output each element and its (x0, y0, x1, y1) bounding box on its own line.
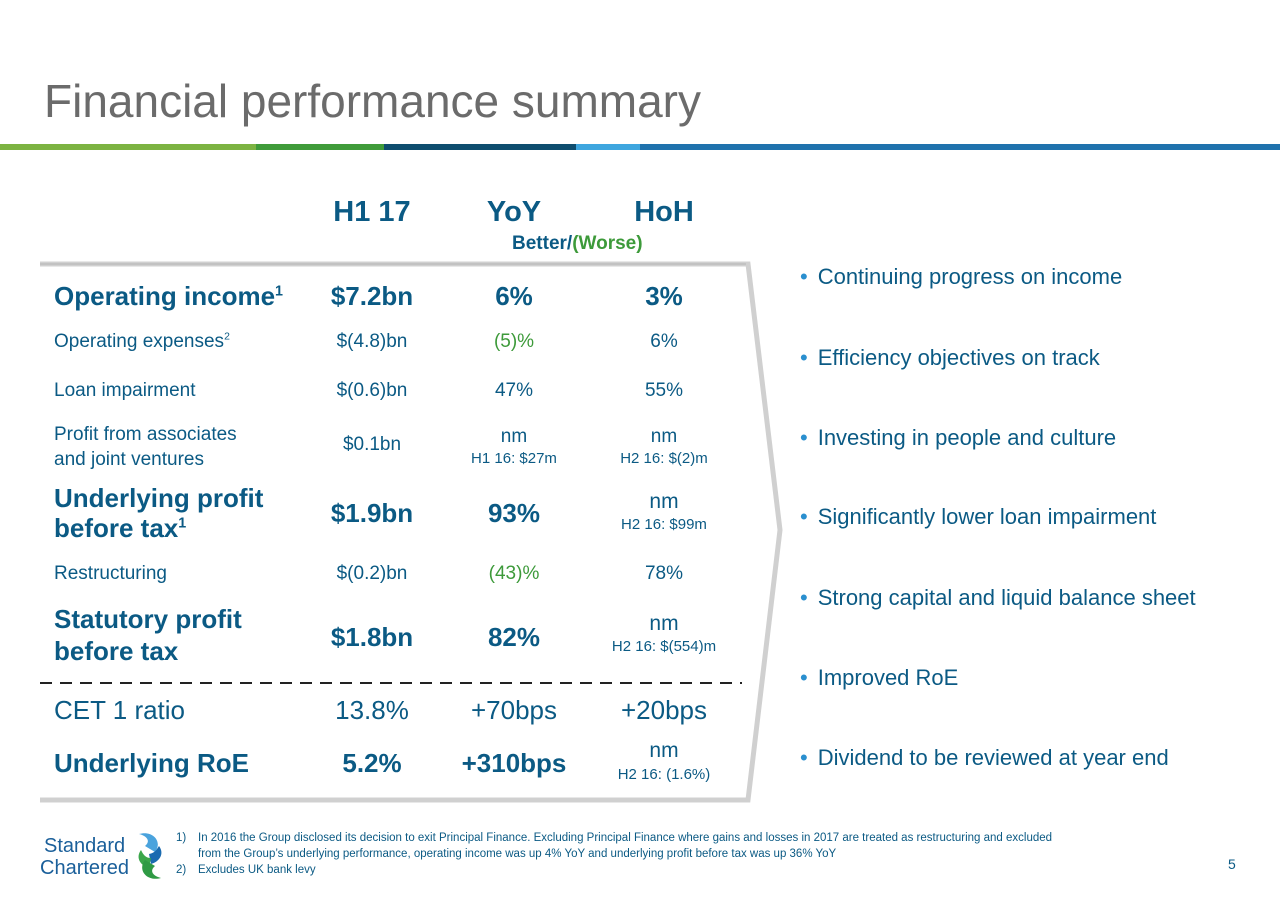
standard-chartered-logo-icon (138, 833, 162, 879)
operating-income-yoy: 6% (495, 281, 533, 311)
page-title: Financial performance summary (44, 75, 702, 127)
cet1-h117: 13.8% (335, 695, 409, 725)
roe-yoy: +310bps (461, 748, 567, 778)
row-restructuring-label: Restructuring (54, 563, 167, 584)
page-number: 5 (1228, 856, 1236, 872)
operating-expenses-h117: $(4.8)bn (336, 331, 408, 352)
statutory-pbt-hoh-note: H2 16: $(554)m (611, 638, 717, 655)
underlying-pbt-hoh-note: H2 16: $99m (621, 516, 707, 533)
bullet-2: • Efficiency objectives on track (800, 345, 1100, 370)
better-worse-caption: Better/(Worse) (512, 233, 643, 254)
loan-impairment-yoy: 47% (494, 380, 534, 401)
footnote-1-line-1: In 2016 the Group disclosed its decision… (198, 832, 1053, 844)
row-underlying-pbt-label-2: before tax1 (54, 513, 187, 543)
col-header-yoy: YoY (486, 196, 542, 228)
row-underlying-pbt-label-1: Underlying profit (54, 483, 264, 513)
operating-income-hoh: 3% (645, 281, 683, 311)
row-loan-impairment-label: Loan impairment (54, 380, 196, 401)
roe-h117: 5.2% (342, 748, 402, 778)
footnote-2-number: 2) (176, 864, 187, 876)
row-operating-income-label: Operating income1 (54, 281, 283, 311)
col-header-hoh: HoH (634, 196, 694, 228)
statutory-pbt-yoy: 82% (487, 622, 541, 652)
associates-hoh-note: H2 16: $(2)m (620, 450, 708, 467)
statutory-pbt-hoh: nm (649, 612, 679, 635)
row-associates-label-2: and joint ventures (54, 449, 204, 470)
operating-expenses-yoy: (5)% (493, 331, 535, 352)
row-operating-expenses-label: Operating expenses2 (54, 331, 230, 352)
restructuring-h117: $(0.2)bn (336, 563, 408, 584)
associates-hoh: nm (650, 426, 678, 447)
bullet-5: • Strong capital and liquid balance sheet (800, 585, 1196, 610)
footnote-2: Excludes UK bank levy (198, 864, 316, 876)
cet1-yoy: +70bps (470, 695, 558, 725)
roe-hoh: nm (649, 739, 679, 762)
associates-yoy: nm (500, 426, 528, 447)
underlying-pbt-hoh: nm (649, 490, 679, 513)
footnote-1-number: 1) (176, 832, 187, 844)
bullet-6: • Improved RoE (800, 665, 959, 690)
bullet-3: • Investing in people and culture (800, 425, 1117, 450)
loan-impairment-hoh: 55% (644, 380, 684, 401)
restructuring-hoh: 78% (644, 563, 684, 584)
col-header-h117: H1 17 (333, 196, 411, 228)
logo-wordmark: Standard Chartered (40, 835, 129, 879)
bullet-1: • Continuing progress on income (800, 264, 1123, 289)
color-rule (0, 144, 1280, 150)
roe-hoh-note: H2 16: (1.6%) (617, 766, 711, 783)
associates-yoy-note: H1 16: $27m (471, 450, 557, 467)
row-roe-label: Underlying RoE (54, 748, 250, 778)
loan-impairment-h117: $(0.6)bn (336, 380, 408, 401)
footnote-1-line-2: from the Group’s underlying performance,… (198, 848, 837, 860)
associates-h117: $0.1bn (342, 434, 402, 455)
row-cet1-label: CET 1 ratio (54, 695, 186, 725)
row-statutory-pbt-label-1: Statutory profit (54, 604, 242, 634)
cet1-hoh: +20bps (620, 695, 708, 725)
operating-expenses-hoh: 6% (650, 331, 678, 352)
bullet-4: • Significantly lower loan impairment (800, 504, 1157, 529)
underlying-pbt-yoy: 93% (487, 498, 541, 528)
underlying-pbt-h117: $1.9bn (330, 498, 414, 528)
row-statutory-pbt-label-2: before tax (54, 636, 179, 666)
statutory-pbt-h117: $1.8bn (330, 622, 414, 652)
operating-income-h117: $7.2bn (330, 281, 414, 311)
row-associates-label-1: Profit from associates (54, 424, 237, 445)
restructuring-yoy: (43)% (488, 563, 540, 584)
bullet-7: • Dividend to be reviewed at year end (800, 745, 1169, 770)
